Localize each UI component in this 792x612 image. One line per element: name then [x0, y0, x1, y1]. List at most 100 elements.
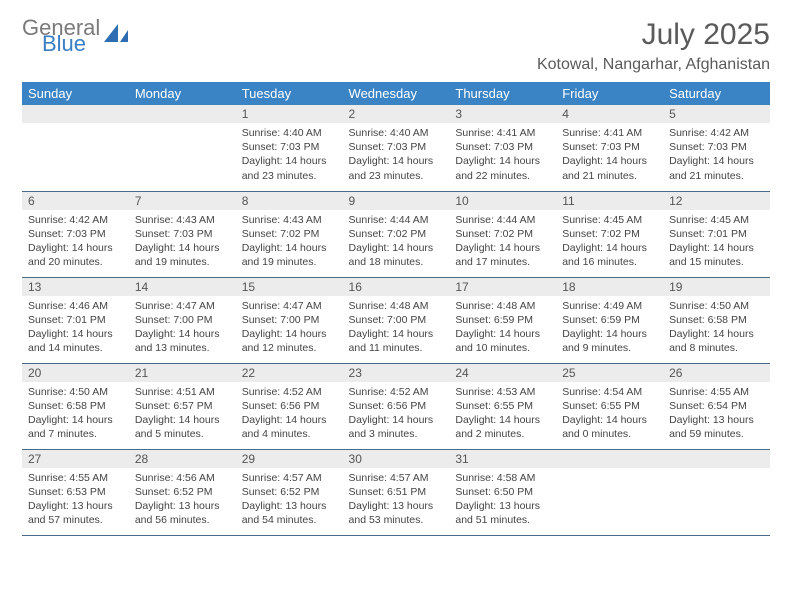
day-body	[129, 123, 236, 183]
calendar-day-cell: 25Sunrise: 4:54 AMSunset: 6:55 PMDayligh…	[556, 363, 663, 449]
day-body: Sunrise: 4:50 AMSunset: 6:58 PMDaylight:…	[663, 296, 770, 360]
weekday-header: Thursday	[449, 82, 556, 105]
day-body: Sunrise: 4:44 AMSunset: 7:02 PMDaylight:…	[449, 210, 556, 274]
calendar-day-cell: 23Sunrise: 4:52 AMSunset: 6:56 PMDayligh…	[343, 363, 450, 449]
day-body: Sunrise: 4:52 AMSunset: 6:56 PMDaylight:…	[343, 382, 450, 446]
calendar-day-cell: 17Sunrise: 4:48 AMSunset: 6:59 PMDayligh…	[449, 277, 556, 363]
day-body: Sunrise: 4:52 AMSunset: 6:56 PMDaylight:…	[236, 382, 343, 446]
logo: General Blue	[22, 18, 130, 54]
calendar-day-cell	[663, 449, 770, 535]
day-body: Sunrise: 4:45 AMSunset: 7:02 PMDaylight:…	[556, 210, 663, 274]
day-number: 2	[343, 105, 450, 123]
logo-sail-icon	[104, 22, 130, 49]
weekday-header: Monday	[129, 82, 236, 105]
calendar-day-cell: 14Sunrise: 4:47 AMSunset: 7:00 PMDayligh…	[129, 277, 236, 363]
calendar-table: SundayMondayTuesdayWednesdayThursdayFrid…	[22, 82, 770, 536]
calendar-day-cell: 7Sunrise: 4:43 AMSunset: 7:03 PMDaylight…	[129, 191, 236, 277]
day-number: 9	[343, 192, 450, 210]
day-body	[663, 468, 770, 528]
day-number: 3	[449, 105, 556, 123]
calendar-day-cell: 21Sunrise: 4:51 AMSunset: 6:57 PMDayligh…	[129, 363, 236, 449]
calendar-day-cell: 3Sunrise: 4:41 AMSunset: 7:03 PMDaylight…	[449, 105, 556, 191]
calendar-day-cell: 26Sunrise: 4:55 AMSunset: 6:54 PMDayligh…	[663, 363, 770, 449]
calendar-day-cell	[556, 449, 663, 535]
day-body	[22, 123, 129, 183]
day-number: 19	[663, 278, 770, 296]
day-body: Sunrise: 4:41 AMSunset: 7:03 PMDaylight:…	[449, 123, 556, 187]
month-title: July 2025	[537, 18, 770, 52]
day-body: Sunrise: 4:47 AMSunset: 7:00 PMDaylight:…	[236, 296, 343, 360]
calendar-day-cell: 13Sunrise: 4:46 AMSunset: 7:01 PMDayligh…	[22, 277, 129, 363]
day-number: 26	[663, 364, 770, 382]
calendar-day-cell: 4Sunrise: 4:41 AMSunset: 7:03 PMDaylight…	[556, 105, 663, 191]
day-number: 7	[129, 192, 236, 210]
title-block: July 2025 Kotowal, Nangarhar, Afghanista…	[537, 18, 770, 74]
calendar-week-row: 6Sunrise: 4:42 AMSunset: 7:03 PMDaylight…	[22, 191, 770, 277]
day-body: Sunrise: 4:43 AMSunset: 7:02 PMDaylight:…	[236, 210, 343, 274]
day-body: Sunrise: 4:44 AMSunset: 7:02 PMDaylight:…	[343, 210, 450, 274]
day-number: 29	[236, 450, 343, 468]
day-number	[556, 450, 663, 468]
calendar-day-cell: 24Sunrise: 4:53 AMSunset: 6:55 PMDayligh…	[449, 363, 556, 449]
day-number: 28	[129, 450, 236, 468]
day-number: 30	[343, 450, 450, 468]
location: Kotowal, Nangarhar, Afghanistan	[537, 56, 770, 74]
day-number: 16	[343, 278, 450, 296]
day-number	[129, 105, 236, 123]
day-body: Sunrise: 4:57 AMSunset: 6:51 PMDaylight:…	[343, 468, 450, 532]
calendar-day-cell: 8Sunrise: 4:43 AMSunset: 7:02 PMDaylight…	[236, 191, 343, 277]
calendar-day-cell: 18Sunrise: 4:49 AMSunset: 6:59 PMDayligh…	[556, 277, 663, 363]
day-body: Sunrise: 4:50 AMSunset: 6:58 PMDaylight:…	[22, 382, 129, 446]
day-number: 31	[449, 450, 556, 468]
day-number: 14	[129, 278, 236, 296]
weekday-header: Wednesday	[343, 82, 450, 105]
calendar-day-cell: 15Sunrise: 4:47 AMSunset: 7:00 PMDayligh…	[236, 277, 343, 363]
calendar-day-cell: 29Sunrise: 4:57 AMSunset: 6:52 PMDayligh…	[236, 449, 343, 535]
day-number: 21	[129, 364, 236, 382]
day-body: Sunrise: 4:41 AMSunset: 7:03 PMDaylight:…	[556, 123, 663, 187]
day-body: Sunrise: 4:49 AMSunset: 6:59 PMDaylight:…	[556, 296, 663, 360]
day-body: Sunrise: 4:42 AMSunset: 7:03 PMDaylight:…	[663, 123, 770, 187]
calendar-day-cell: 12Sunrise: 4:45 AMSunset: 7:01 PMDayligh…	[663, 191, 770, 277]
weekday-header: Sunday	[22, 82, 129, 105]
day-number: 24	[449, 364, 556, 382]
day-body	[556, 468, 663, 528]
day-body: Sunrise: 4:57 AMSunset: 6:52 PMDaylight:…	[236, 468, 343, 532]
day-number: 1	[236, 105, 343, 123]
calendar-day-cell: 27Sunrise: 4:55 AMSunset: 6:53 PMDayligh…	[22, 449, 129, 535]
calendar-day-cell: 10Sunrise: 4:44 AMSunset: 7:02 PMDayligh…	[449, 191, 556, 277]
weekday-header-row: SundayMondayTuesdayWednesdayThursdayFrid…	[22, 82, 770, 105]
day-body: Sunrise: 4:46 AMSunset: 7:01 PMDaylight:…	[22, 296, 129, 360]
calendar-day-cell: 19Sunrise: 4:50 AMSunset: 6:58 PMDayligh…	[663, 277, 770, 363]
weekday-header: Saturday	[663, 82, 770, 105]
day-body: Sunrise: 4:55 AMSunset: 6:54 PMDaylight:…	[663, 382, 770, 446]
weekday-header: Tuesday	[236, 82, 343, 105]
calendar-day-cell: 16Sunrise: 4:48 AMSunset: 7:00 PMDayligh…	[343, 277, 450, 363]
day-number	[663, 450, 770, 468]
day-number: 17	[449, 278, 556, 296]
calendar-week-row: 27Sunrise: 4:55 AMSunset: 6:53 PMDayligh…	[22, 449, 770, 535]
day-number: 6	[22, 192, 129, 210]
day-number: 23	[343, 364, 450, 382]
day-body: Sunrise: 4:47 AMSunset: 7:00 PMDaylight:…	[129, 296, 236, 360]
calendar-week-row: 1Sunrise: 4:40 AMSunset: 7:03 PMDaylight…	[22, 105, 770, 191]
calendar-body: 1Sunrise: 4:40 AMSunset: 7:03 PMDaylight…	[22, 105, 770, 535]
day-body: Sunrise: 4:51 AMSunset: 6:57 PMDaylight:…	[129, 382, 236, 446]
day-number: 13	[22, 278, 129, 296]
day-number: 27	[22, 450, 129, 468]
header: General Blue July 2025 Kotowal, Nangarha…	[22, 18, 770, 74]
day-number: 15	[236, 278, 343, 296]
day-number	[22, 105, 129, 123]
calendar-day-cell: 6Sunrise: 4:42 AMSunset: 7:03 PMDaylight…	[22, 191, 129, 277]
day-body: Sunrise: 4:54 AMSunset: 6:55 PMDaylight:…	[556, 382, 663, 446]
calendar-day-cell	[22, 105, 129, 191]
calendar-day-cell: 30Sunrise: 4:57 AMSunset: 6:51 PMDayligh…	[343, 449, 450, 535]
day-number: 22	[236, 364, 343, 382]
day-body: Sunrise: 4:43 AMSunset: 7:03 PMDaylight:…	[129, 210, 236, 274]
calendar-day-cell	[129, 105, 236, 191]
day-body: Sunrise: 4:48 AMSunset: 6:59 PMDaylight:…	[449, 296, 556, 360]
day-number: 5	[663, 105, 770, 123]
calendar-day-cell: 2Sunrise: 4:40 AMSunset: 7:03 PMDaylight…	[343, 105, 450, 191]
day-number: 20	[22, 364, 129, 382]
day-body: Sunrise: 4:56 AMSunset: 6:52 PMDaylight:…	[129, 468, 236, 532]
